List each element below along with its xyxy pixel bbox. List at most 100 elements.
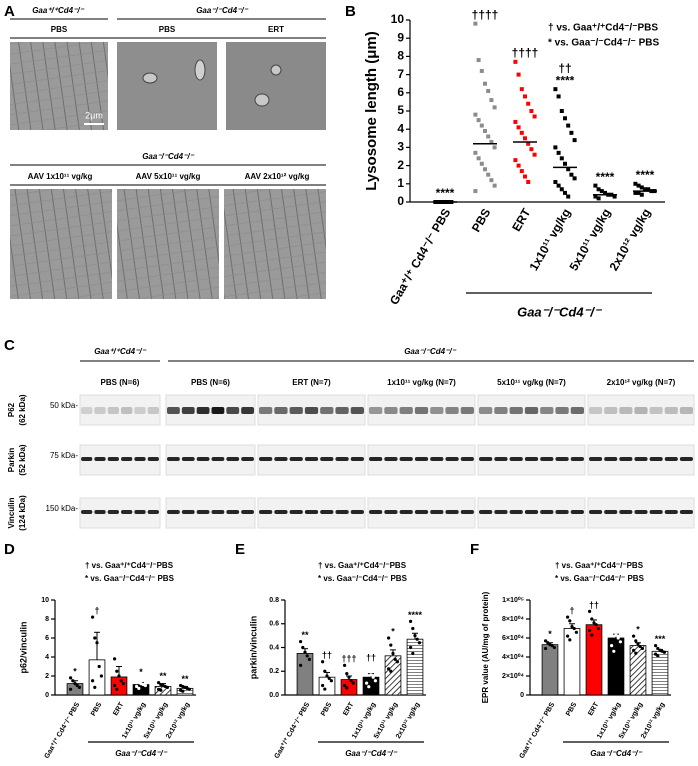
group-header: Gaa⁻/⁻Cd4⁻/⁻ — [196, 6, 248, 15]
band — [369, 510, 383, 514]
data-point — [634, 639, 638, 643]
band — [604, 457, 618, 461]
band — [414, 510, 429, 514]
data-point — [638, 644, 642, 649]
data-point — [483, 129, 487, 134]
band — [540, 457, 554, 461]
data-point — [389, 669, 393, 673]
y-tick-label: 1×10⁰⁵ — [502, 596, 524, 604]
data-point — [479, 68, 484, 73]
data-point — [566, 123, 571, 128]
data-point — [479, 123, 484, 128]
significance: †† — [589, 600, 599, 610]
band — [540, 510, 554, 514]
band — [479, 407, 493, 414]
band — [479, 510, 493, 514]
data-point — [371, 675, 375, 679]
data-point — [476, 58, 481, 63]
band — [555, 407, 569, 414]
group-label: 5x10¹¹ vg/kg (N=7) — [497, 378, 566, 387]
image-label: PBS — [159, 25, 176, 34]
data-point — [570, 625, 574, 629]
data-point — [69, 687, 73, 691]
band — [181, 407, 195, 414]
significance: * — [139, 667, 143, 677]
y-tick-label: 8 — [45, 616, 49, 623]
data-point — [483, 167, 487, 172]
panel-letter: D — [4, 541, 15, 558]
data-point — [187, 687, 191, 691]
marker-label: 150 kDa- — [46, 504, 79, 513]
y-tick-label: 10 — [41, 597, 49, 604]
panel-letter: B — [345, 3, 356, 20]
data-point — [486, 172, 491, 177]
data-point — [299, 639, 303, 644]
marker-label: 50 kDa- — [50, 401, 78, 410]
data-point — [544, 646, 548, 651]
panel-letter: E — [235, 541, 245, 558]
x-tick-label: PBS — [320, 701, 333, 717]
data-point — [640, 646, 645, 651]
group-label: PBS (N=6) — [191, 378, 230, 387]
band — [94, 510, 106, 514]
micrograph — [226, 42, 326, 130]
band — [509, 407, 523, 414]
data-point — [596, 187, 601, 192]
band — [304, 407, 319, 414]
data-point — [656, 654, 660, 658]
legend-entry: † vs. Gaa⁺/⁺Cd4⁻/⁻PBS — [85, 561, 174, 570]
data-point — [529, 109, 534, 113]
data-point — [73, 682, 77, 686]
band — [226, 407, 240, 414]
micrograph — [224, 189, 326, 299]
data-point — [387, 667, 391, 671]
image-label: PBS — [51, 25, 68, 34]
data-point — [343, 683, 347, 688]
significance: † — [94, 605, 99, 615]
data-point — [566, 167, 571, 172]
data-point — [303, 650, 307, 654]
data-point — [489, 98, 494, 103]
panel-letter: F — [470, 541, 479, 558]
data-point — [516, 72, 521, 77]
y-tick-label: 6×10⁰⁴ — [502, 634, 525, 642]
group-label: Gaa⁻/⁻Cd4⁻/⁻ — [115, 749, 167, 758]
band — [399, 510, 413, 514]
data-point — [654, 652, 658, 656]
blot-strip — [165, 394, 256, 426]
band — [414, 407, 429, 414]
data-point — [590, 617, 594, 621]
legend-entry: * vs. Gaa⁻/⁻Cd4⁻/⁻ PBS — [548, 38, 659, 49]
y-tick-label: 10 — [391, 12, 405, 26]
band — [121, 407, 133, 414]
band — [107, 510, 119, 514]
data-point — [492, 183, 497, 188]
data-point — [612, 628, 616, 633]
y-tick-label: 6 — [45, 635, 49, 642]
row-label: Vinculin — [7, 497, 16, 528]
band — [430, 510, 444, 514]
blot-strip — [79, 444, 161, 476]
significance: ** — [181, 674, 189, 684]
band — [460, 457, 474, 461]
legend-entry: † vs. Gaa⁺/⁺Cd4⁻/⁻PBS — [318, 561, 407, 570]
lysosome — [254, 93, 270, 107]
data-point — [643, 187, 647, 192]
image-label: AAV 2x10¹² vg/kg — [245, 172, 310, 181]
x-tick-label: ERT — [342, 701, 355, 717]
data-point — [618, 640, 623, 644]
band — [289, 510, 303, 514]
image-label: AAV 5x10¹¹ vg/kg — [136, 172, 201, 181]
band — [94, 407, 106, 414]
data-point — [137, 686, 141, 690]
band — [384, 407, 398, 414]
data-point — [413, 634, 417, 638]
data-point — [559, 187, 564, 192]
y-tick-label: 0.0 — [269, 692, 279, 699]
band — [121, 510, 133, 514]
x-tick-label: PBS — [565, 701, 578, 717]
band — [555, 457, 569, 461]
band — [274, 407, 288, 414]
legend-entry: † vs. Gaa⁺/⁺Cd4⁻/⁻PBS — [555, 561, 644, 570]
band — [634, 457, 648, 461]
